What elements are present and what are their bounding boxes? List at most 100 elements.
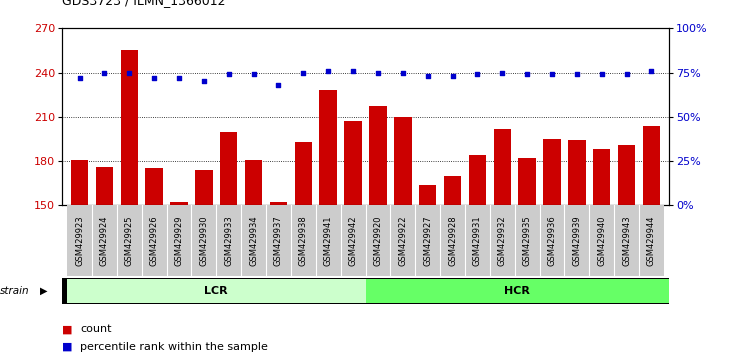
Bar xyxy=(319,90,337,354)
Bar xyxy=(589,205,614,276)
Text: GSM429935: GSM429935 xyxy=(523,215,531,266)
Point xyxy=(124,70,135,75)
Bar xyxy=(394,117,412,354)
Bar xyxy=(568,141,586,354)
Point xyxy=(521,72,533,77)
Bar xyxy=(241,205,266,276)
Text: GSM429934: GSM429934 xyxy=(249,215,258,266)
Point xyxy=(347,68,359,74)
Point xyxy=(173,75,185,81)
Text: count: count xyxy=(80,324,112,334)
Bar xyxy=(518,158,536,354)
Text: GSM429939: GSM429939 xyxy=(572,215,581,266)
Bar xyxy=(564,205,589,276)
Text: ■: ■ xyxy=(62,342,72,352)
Text: ■: ■ xyxy=(62,324,72,334)
Text: GDS3723 / ILMN_1366012: GDS3723 / ILMN_1366012 xyxy=(62,0,226,7)
Text: GSM429931: GSM429931 xyxy=(473,215,482,266)
Bar xyxy=(295,142,312,354)
Bar xyxy=(614,205,639,276)
Text: GSM429927: GSM429927 xyxy=(423,215,432,266)
Bar xyxy=(593,149,610,354)
Bar xyxy=(415,205,440,276)
Bar xyxy=(539,205,564,276)
Point xyxy=(596,72,607,77)
Text: GSM429920: GSM429920 xyxy=(374,216,382,266)
Bar xyxy=(444,176,461,354)
Bar xyxy=(515,205,539,276)
Text: GSM429923: GSM429923 xyxy=(75,215,84,266)
Bar xyxy=(245,160,262,354)
Bar xyxy=(121,51,138,354)
Text: strain: strain xyxy=(0,286,30,296)
Text: ▶: ▶ xyxy=(40,286,48,296)
Bar xyxy=(266,205,291,276)
Bar xyxy=(142,205,167,276)
Text: GSM429943: GSM429943 xyxy=(622,215,631,266)
Text: LCR: LCR xyxy=(205,286,228,296)
Bar xyxy=(493,129,511,354)
Bar xyxy=(92,205,117,276)
Point xyxy=(571,72,583,77)
Bar xyxy=(490,205,515,276)
Text: GSM429930: GSM429930 xyxy=(200,215,208,266)
Point xyxy=(397,70,409,75)
Bar xyxy=(419,185,436,354)
Bar xyxy=(291,205,316,276)
Point xyxy=(546,72,558,77)
Text: GSM429940: GSM429940 xyxy=(597,216,606,266)
Bar xyxy=(270,202,287,354)
Point xyxy=(621,72,632,77)
Point xyxy=(471,72,483,77)
Text: GSM429932: GSM429932 xyxy=(498,215,507,266)
Bar xyxy=(369,107,387,354)
Text: GSM429922: GSM429922 xyxy=(398,216,407,266)
Point xyxy=(298,70,309,75)
Bar xyxy=(465,205,490,276)
Bar xyxy=(67,205,92,276)
Point xyxy=(273,82,284,88)
Point xyxy=(372,70,384,75)
Bar xyxy=(67,279,366,303)
Text: GSM429941: GSM429941 xyxy=(324,216,333,266)
Point xyxy=(645,68,657,74)
Text: GSM429929: GSM429929 xyxy=(175,216,183,266)
Point xyxy=(99,70,110,75)
Text: GSM429942: GSM429942 xyxy=(349,216,357,266)
Point xyxy=(74,75,86,81)
Point xyxy=(422,73,433,79)
Text: GSM429936: GSM429936 xyxy=(548,215,556,266)
Text: HCR: HCR xyxy=(504,286,530,296)
Bar xyxy=(192,205,216,276)
Bar xyxy=(344,121,362,354)
Point xyxy=(148,75,160,81)
Bar xyxy=(170,202,188,354)
Point xyxy=(322,68,334,74)
Bar xyxy=(216,205,241,276)
Bar xyxy=(195,170,213,354)
Bar xyxy=(366,205,390,276)
Text: GSM429938: GSM429938 xyxy=(299,215,308,266)
Bar xyxy=(618,145,635,354)
Bar xyxy=(316,205,341,276)
Bar xyxy=(639,205,664,276)
Bar xyxy=(366,279,669,303)
Bar xyxy=(543,139,561,354)
Text: GSM429925: GSM429925 xyxy=(125,216,134,266)
Bar xyxy=(71,160,88,354)
Bar xyxy=(167,205,192,276)
Point xyxy=(447,73,458,79)
Bar xyxy=(96,167,113,354)
Point xyxy=(248,72,260,77)
Bar xyxy=(341,205,366,276)
Text: percentile rank within the sample: percentile rank within the sample xyxy=(80,342,268,352)
Point xyxy=(223,72,235,77)
Text: GSM429937: GSM429937 xyxy=(274,215,283,266)
Point xyxy=(198,79,210,84)
Bar xyxy=(220,132,238,354)
Bar xyxy=(390,205,415,276)
Bar xyxy=(117,205,142,276)
Text: GSM429933: GSM429933 xyxy=(224,215,233,266)
Bar xyxy=(643,126,660,354)
Text: GSM429926: GSM429926 xyxy=(150,215,159,266)
